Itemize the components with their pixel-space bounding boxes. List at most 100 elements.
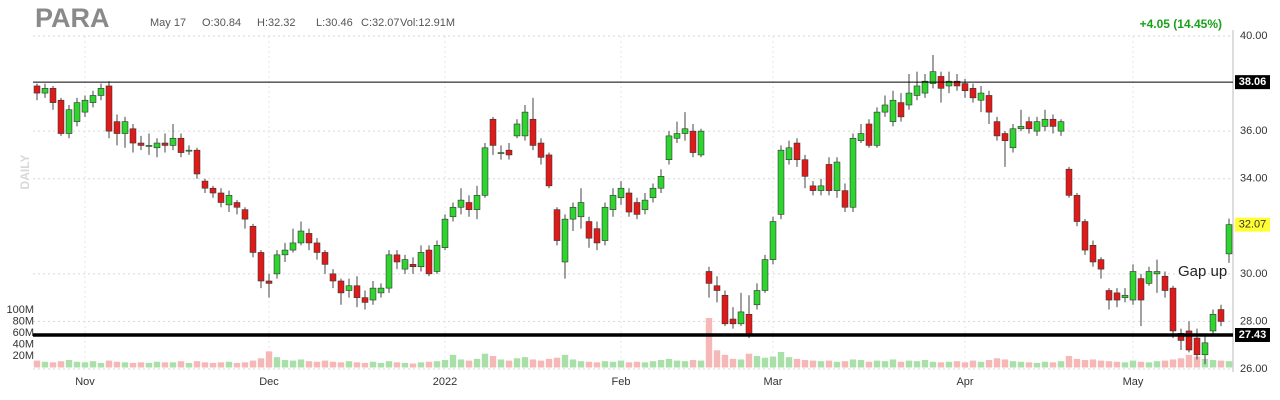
level-box — [1235, 327, 1270, 342]
candle-body — [169, 137, 177, 146]
volume-bar — [601, 361, 609, 368]
candle-body — [217, 192, 225, 203]
candle-body — [961, 83, 969, 92]
volume-bar — [593, 362, 601, 368]
volume-bar — [961, 362, 969, 368]
volume-bar — [1169, 359, 1177, 368]
candle-body — [1105, 290, 1113, 301]
last-price-box — [1235, 217, 1270, 232]
volume-bar — [1073, 358, 1081, 368]
candle-body — [1225, 224, 1233, 255]
volume-bar — [609, 361, 617, 368]
volume-bar — [505, 360, 513, 368]
volume-bar — [777, 351, 785, 368]
candle-body — [1097, 259, 1105, 270]
candle-body — [497, 152, 505, 154]
candle-body — [569, 206, 577, 220]
volume-bar — [1089, 359, 1097, 368]
volume-bar — [657, 360, 665, 368]
volume-bar — [1081, 360, 1089, 368]
candle-body — [745, 313, 753, 336]
volume-bar — [161, 362, 169, 368]
candle-body — [281, 249, 289, 256]
candle-body — [193, 149, 201, 175]
candle-body — [353, 285, 361, 298]
candle-body — [529, 118, 537, 146]
x-tick-label: Nov — [75, 376, 95, 388]
volume-bar — [169, 362, 177, 368]
volume-bar — [329, 361, 337, 368]
volume-bar — [673, 360, 681, 368]
change: +4.05 (14.45%) — [1140, 17, 1222, 31]
candle-body — [161, 142, 169, 146]
volume-bar — [865, 361, 873, 368]
candle-body — [865, 123, 873, 146]
candle-body — [265, 280, 273, 284]
volume-bar — [313, 361, 321, 368]
candle-body — [521, 111, 529, 137]
candle-body — [545, 154, 553, 187]
candle-body — [417, 252, 425, 268]
candle-body — [689, 130, 697, 153]
candle-body — [1001, 133, 1009, 141]
volume-bar — [1177, 358, 1185, 368]
candle-body — [705, 271, 713, 284]
candle-body — [1033, 121, 1041, 132]
volume-bar — [273, 357, 281, 368]
volume-bar — [105, 360, 113, 368]
candle-body — [1041, 118, 1049, 127]
volume-bar — [265, 351, 273, 368]
volume-bar — [937, 362, 945, 368]
volume-bar — [713, 350, 721, 368]
y-tick-label: 28.00 — [1240, 315, 1268, 327]
candle-body — [49, 88, 57, 103]
overlays: 38.06 27.43 32.07 — [33, 75, 1270, 342]
candle-body — [433, 245, 441, 272]
candle-body — [817, 185, 825, 191]
candle-body — [953, 80, 961, 87]
volume-bar — [233, 362, 241, 368]
volume-bar — [1137, 361, 1145, 368]
volume-bar — [585, 361, 593, 368]
candle-body — [649, 187, 657, 199]
volume-bar — [681, 361, 689, 368]
candle-body — [369, 287, 377, 301]
volume-bar — [665, 358, 673, 368]
candle-body — [1217, 309, 1225, 322]
grid — [33, 35, 1233, 370]
candle-body — [425, 249, 433, 275]
candle-body — [857, 133, 865, 141]
candle-body — [833, 161, 841, 191]
candle-body — [1089, 245, 1097, 263]
candle-body — [577, 202, 585, 218]
volume-bar — [729, 358, 737, 368]
candle-body — [65, 109, 73, 134]
candle-body — [345, 285, 353, 291]
candle-body — [137, 142, 145, 146]
candle-body — [449, 206, 457, 218]
candle-body — [57, 99, 65, 134]
level-label: 38.06 — [1239, 76, 1267, 88]
y-tick-label: 26.00 — [1240, 363, 1268, 375]
candle-body — [657, 176, 665, 189]
candle-body — [681, 128, 689, 134]
candle-body — [89, 95, 97, 103]
volume-bar — [425, 361, 433, 368]
volume-tick-label: 100M — [6, 304, 34, 316]
volume-bar — [137, 362, 145, 368]
candle-body — [1121, 294, 1129, 298]
candle-body — [825, 164, 833, 191]
volume-bar — [441, 360, 449, 368]
x-tick-label: Mar — [764, 376, 783, 388]
candle-body — [1081, 221, 1089, 251]
y-tick-label: 36.00 — [1240, 125, 1268, 137]
volume-bar — [257, 358, 265, 368]
volume-bar — [633, 361, 641, 368]
volume-bar — [321, 360, 329, 368]
candle-body — [977, 92, 985, 101]
volume-bar — [785, 357, 793, 368]
candle-body — [1073, 195, 1081, 222]
candle-body — [969, 88, 977, 99]
y-tick-label: 40.00 — [1240, 30, 1268, 42]
